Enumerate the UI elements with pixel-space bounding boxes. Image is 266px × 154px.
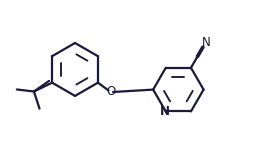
Text: N: N [160, 105, 169, 118]
Text: O: O [106, 85, 115, 98]
Text: N: N [201, 36, 210, 49]
